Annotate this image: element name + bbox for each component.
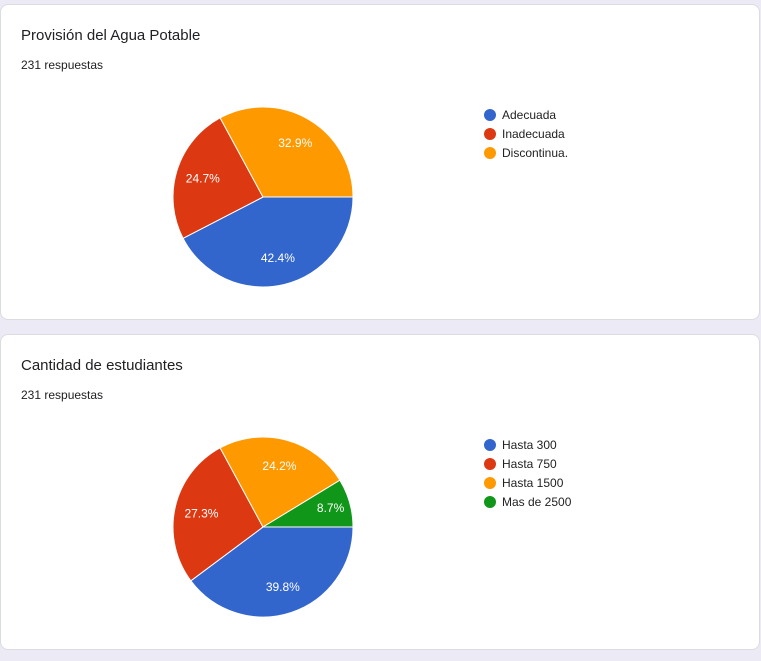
legend-dot-icon	[484, 127, 496, 140]
pie-slice-inadecuada[interactable]	[172, 117, 264, 240]
legend-label: Hasta 750	[502, 456, 557, 471]
pie-slice-hasta-300[interactable]	[190, 526, 354, 618]
slice-label: 24.2%	[262, 459, 296, 473]
legend-dot-icon	[484, 476, 496, 489]
pie-slice-hasta-750[interactable]	[172, 447, 264, 582]
legend-dot-icon	[484, 495, 496, 508]
chart-title: Cantidad de estudiantes	[21, 357, 183, 374]
legend-dot-icon	[484, 146, 496, 159]
response-count: 231 respuestas	[21, 388, 104, 402]
slice-label: 27.3%	[184, 506, 218, 520]
pie-slice-discontinua-[interactable]	[219, 106, 354, 198]
chart-legend: Hasta 300 Hasta 750 Hasta 1500 Mas de 2500	[484, 435, 571, 511]
legend-label: Mas de 2500	[502, 494, 572, 509]
response-count: 231 respuestas	[21, 58, 104, 72]
chart-card-estudiantes: Cantidad de estudiantes 231 respuestas 3…	[0, 334, 760, 650]
pie-chart: 42.4% 24.7% 32.9%	[172, 106, 354, 288]
legend-item[interactable]: Inadecuada	[484, 124, 568, 143]
pie-slice-adecuada[interactable]	[182, 196, 354, 288]
legend-dot-icon	[484, 108, 496, 121]
legend-dot-icon	[484, 457, 496, 470]
legend-dot-icon	[484, 438, 496, 451]
chart-card-agua: Provisión del Agua Potable 231 respuesta…	[0, 4, 760, 320]
legend-label: Inadecuada	[502, 126, 565, 141]
legend-item[interactable]: Mas de 2500	[484, 492, 571, 511]
slice-label: 42.4%	[261, 251, 295, 265]
chart-legend: Adecuada Inadecuada Discontinua.	[484, 105, 568, 162]
pie-slice-hasta-1500[interactable]	[219, 436, 341, 528]
legend-item[interactable]: Adecuada	[484, 105, 568, 124]
slice-label: 8.7%	[317, 501, 345, 515]
slice-label: 32.9%	[278, 136, 312, 150]
pie-slice-mas-de-2500[interactable]	[261, 479, 354, 528]
legend-label: Hasta 300	[502, 437, 557, 452]
pie-chart: 39.8% 27.3% 24.2% 8.7%	[172, 436, 354, 618]
legend-item[interactable]: Hasta 750	[484, 454, 571, 473]
chart-title: Provisión del Agua Potable	[21, 27, 201, 44]
legend-label: Hasta 1500	[502, 475, 564, 490]
slice-label: 24.7%	[186, 171, 220, 185]
legend-label: Discontinua.	[502, 145, 569, 160]
legend-item[interactable]: Hasta 1500	[484, 473, 571, 492]
legend-item[interactable]: Hasta 300	[484, 435, 571, 454]
legend-label: Adecuada	[502, 107, 557, 122]
slice-label: 39.8%	[266, 580, 300, 594]
legend-item[interactable]: Discontinua.	[484, 143, 568, 162]
